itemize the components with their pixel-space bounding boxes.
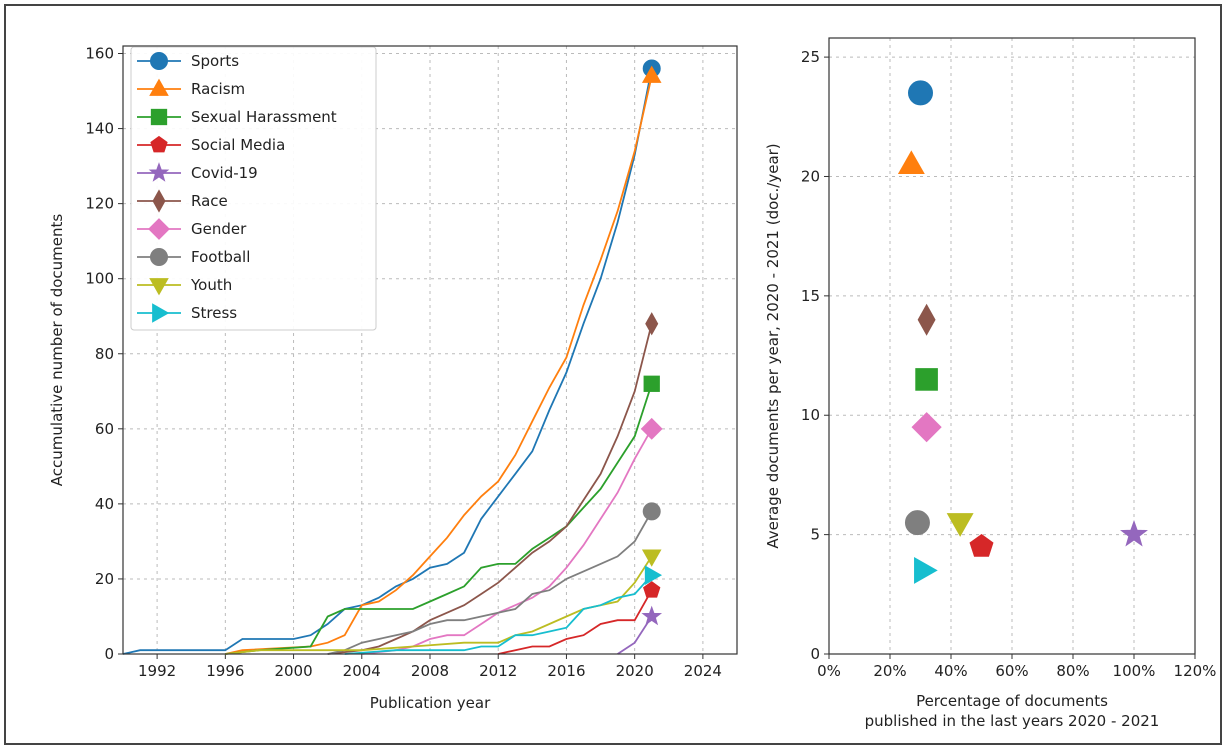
series-line-sexual-harassment xyxy=(225,383,653,655)
legend-label: Racism xyxy=(191,80,245,98)
series-end-marker xyxy=(645,312,659,336)
series-end-marker xyxy=(640,417,663,440)
legend-marker xyxy=(150,52,168,70)
y-tick-label: 140 xyxy=(85,120,114,138)
y-tick-label: 20 xyxy=(95,570,114,588)
legend-label: Football xyxy=(191,248,250,266)
series-line-racism xyxy=(225,75,653,655)
x-tick-label: 1996 xyxy=(206,662,244,680)
y-tick-label: 160 xyxy=(85,45,114,63)
y-axis-label: Accumulative number of documents xyxy=(48,214,66,487)
y-tick-label: 0 xyxy=(810,645,820,663)
right-scatter-chart: 0% 20% 40% 60% 80% 100% 120% 0 5 10 15 20 25 Percenta… xyxy=(764,37,1217,730)
legend-label: Youth xyxy=(190,276,232,294)
y-tick-label: 20 xyxy=(801,167,820,185)
series-line-gender xyxy=(361,428,653,655)
scatter-point-sports xyxy=(908,80,933,106)
legend-marker xyxy=(149,78,169,96)
series-line-football xyxy=(327,510,653,655)
x-axis-label-line2: published in the last years 2020 - 2021 xyxy=(865,712,1160,730)
series-end-marker xyxy=(641,605,663,626)
series-line-sports xyxy=(122,68,653,655)
plot-frame xyxy=(122,45,738,655)
legend-label: Covid-19 xyxy=(191,164,258,182)
scatter-point-social-media xyxy=(969,533,994,557)
x-tick-label: 2008 xyxy=(411,662,449,680)
x-tick-label: 80% xyxy=(1056,662,1089,680)
legend-marker xyxy=(148,218,170,240)
scatter-point-youth xyxy=(946,513,974,537)
x-tick-label: 2020 xyxy=(616,662,654,680)
x-tick-label: 120% xyxy=(1174,662,1217,680)
series-end-marker xyxy=(643,581,661,598)
series-end-marker xyxy=(641,549,662,567)
x-tick-label: 100% xyxy=(1113,662,1156,680)
scatter-point-sexual-harassment xyxy=(915,368,938,391)
x-tick-label: 2012 xyxy=(479,662,517,680)
series-end-marker xyxy=(643,375,660,392)
series-line-race xyxy=(327,323,653,655)
scatter-point-race xyxy=(917,303,936,336)
legend-label: Gender xyxy=(191,220,247,238)
series-end-marker xyxy=(641,65,662,83)
x-axis-label: Publication year xyxy=(370,694,491,712)
y-tick-label: 100 xyxy=(85,270,114,288)
plot-frame xyxy=(828,37,1196,655)
legend-marker xyxy=(150,108,168,126)
legend-label: Social Media xyxy=(191,136,285,154)
legend-marker xyxy=(152,189,166,213)
scatter-point-stress xyxy=(914,556,938,584)
scatter-point-gender xyxy=(911,412,942,443)
series-end-marker xyxy=(644,565,663,585)
y-tick-label: 25 xyxy=(801,48,820,66)
y-tick-label: 60 xyxy=(95,420,114,438)
y-tick-label: 120 xyxy=(85,195,114,213)
legend-box xyxy=(130,46,377,331)
x-axis-label: Percentage of documents xyxy=(916,692,1108,710)
series-line-social-media xyxy=(498,589,653,655)
legend-marker xyxy=(149,278,169,296)
x-tick-label: 40% xyxy=(934,662,967,680)
legend: Sports Racism Sexual Harassment Social Medi… xyxy=(130,46,377,331)
x-tick-label: 2000 xyxy=(274,662,312,680)
series-end-marker xyxy=(642,502,661,521)
y-tick-label: 80 xyxy=(95,345,114,363)
x-tick-label: 2024 xyxy=(684,662,722,680)
legend-marker xyxy=(150,248,168,266)
y-tick-label: 15 xyxy=(801,287,820,305)
y-tick-label: 5 xyxy=(810,526,820,544)
scatter-point-racism xyxy=(897,150,925,175)
y-tick-label: 0 xyxy=(104,645,114,663)
x-tick-label: 2016 xyxy=(547,662,585,680)
scatter-point-covid-19 xyxy=(1120,519,1148,547)
legend-label: Race xyxy=(191,192,228,210)
y-tick-label: 40 xyxy=(95,495,114,513)
legend-marker xyxy=(148,162,170,182)
legend-label: Stress xyxy=(191,304,237,322)
series-line-stress xyxy=(344,574,653,655)
x-tick-label: 60% xyxy=(995,662,1028,680)
legend-label: Sports xyxy=(191,52,239,70)
legend-marker xyxy=(152,303,170,323)
series-line-covid-19 xyxy=(617,616,653,655)
y-axis-label: Average documents per year, 2020 - 2021 … xyxy=(764,143,782,548)
legend-label: Sexual Harassment xyxy=(191,108,337,126)
x-tick-label: 1992 xyxy=(138,662,176,680)
x-tick-label: 0% xyxy=(817,662,841,680)
left-line-chart: 1992 1996 2000 2004 2008 2012 2016 2020 2024 0 20 4… xyxy=(48,45,738,712)
legend-marker xyxy=(150,135,168,153)
figure-border xyxy=(4,4,1222,745)
y-tick-label: 10 xyxy=(801,406,820,424)
x-tick-label: 2004 xyxy=(343,662,381,680)
scatter-point-football xyxy=(904,510,930,536)
x-tick-label: 20% xyxy=(873,662,906,680)
